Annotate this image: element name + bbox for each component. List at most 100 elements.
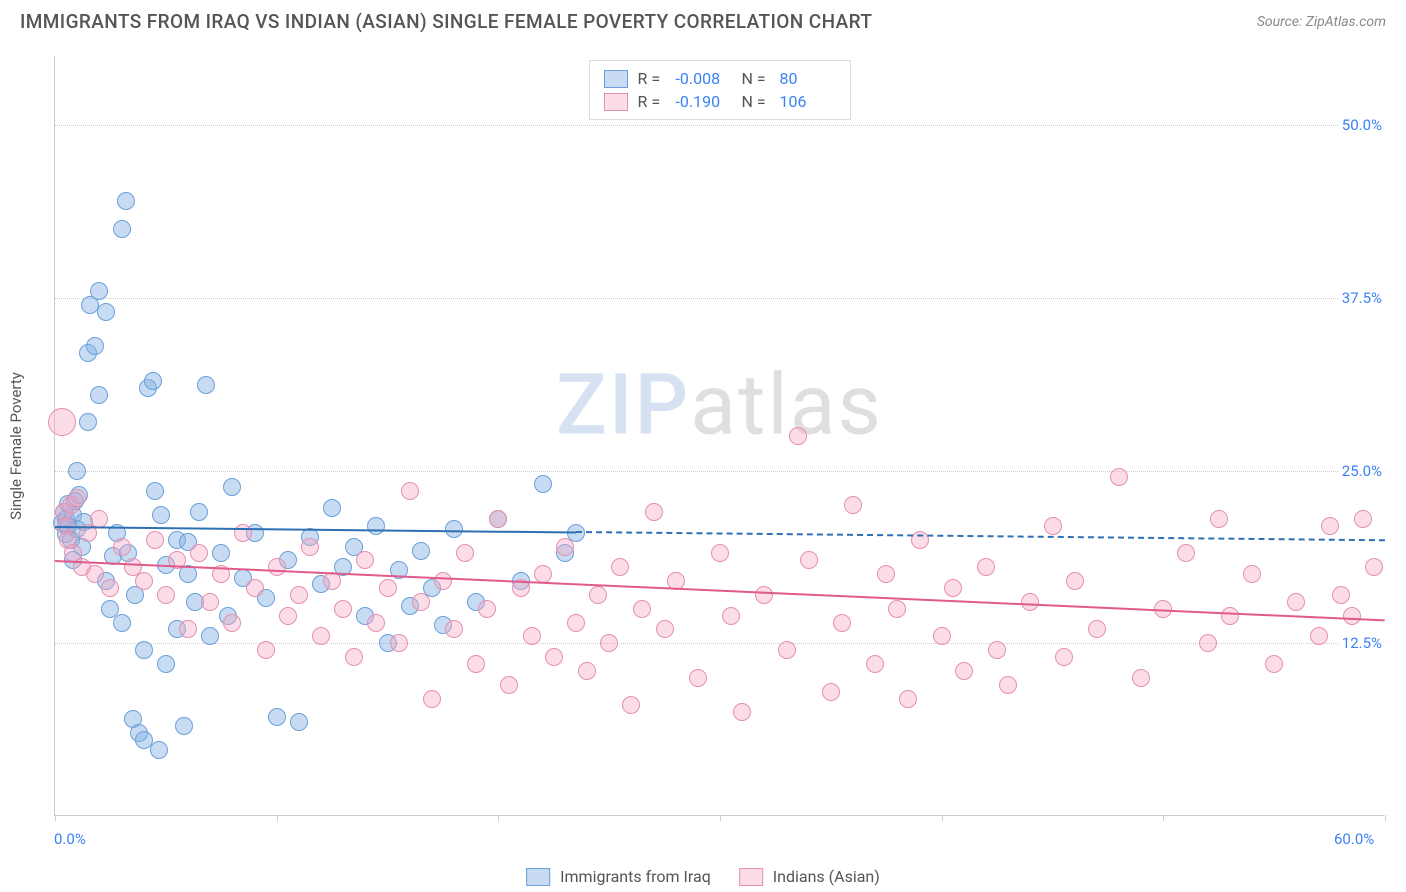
data-point-indian xyxy=(523,627,541,645)
data-point-indian xyxy=(445,620,463,638)
data-point-indian xyxy=(999,676,1017,694)
gridline xyxy=(55,471,1384,472)
data-point-indian xyxy=(390,634,408,652)
y-tick-label: 50.0% xyxy=(1338,116,1386,134)
data-point-indian xyxy=(101,579,119,597)
stats-row-indian: R = -0.190 N = 106 xyxy=(604,90,836,113)
data-point-indian xyxy=(434,572,452,590)
data-point-indian xyxy=(146,531,164,549)
data-point-iraq xyxy=(150,741,168,759)
data-point-indian xyxy=(1221,607,1239,625)
trend-line-extrapolated xyxy=(576,531,1385,541)
x-tick xyxy=(55,815,56,821)
data-point-indian xyxy=(833,614,851,632)
stat-n-value-indian: 106 xyxy=(780,92,836,111)
x-axis-max-label: 60.0% xyxy=(1334,830,1374,848)
data-point-indian xyxy=(1132,669,1150,687)
data-point-indian xyxy=(467,655,485,673)
data-point-indian xyxy=(179,620,197,638)
watermark-part2: atlas xyxy=(690,356,883,455)
data-point-indian xyxy=(567,614,585,632)
scatter-chart: ZIPatlas R = -0.008 N = 80 R = -0.190 N … xyxy=(54,56,1384,816)
data-point-indian xyxy=(234,524,252,542)
source-name: ZipAtlas.com xyxy=(1306,14,1386,30)
data-point-indian xyxy=(1199,634,1217,652)
chart-source: Source: ZipAtlas.com xyxy=(1257,14,1386,30)
data-point-indian xyxy=(1310,627,1328,645)
data-point-indian xyxy=(722,607,740,625)
data-point-indian xyxy=(257,641,275,659)
data-point-indian xyxy=(423,690,441,708)
data-point-iraq xyxy=(117,192,135,210)
y-tick-label: 37.5% xyxy=(1338,289,1386,307)
data-point-iraq xyxy=(445,520,463,538)
stat-r-value-iraq: -0.008 xyxy=(676,69,732,88)
data-point-indian xyxy=(1265,655,1283,673)
data-point-indian xyxy=(888,600,906,618)
data-point-indian xyxy=(545,648,563,666)
legend-swatch-indian xyxy=(739,868,763,886)
data-point-indian xyxy=(556,538,574,556)
y-axis-label: Single Female Poverty xyxy=(7,372,25,520)
data-point-indian xyxy=(1210,510,1228,528)
data-point-indian xyxy=(367,614,385,632)
data-point-indian xyxy=(611,558,629,576)
data-point-indian xyxy=(157,586,175,604)
data-point-indian xyxy=(379,579,397,597)
chart-legend: Immigrants from Iraq Indians (Asian) xyxy=(526,867,880,886)
data-point-indian xyxy=(733,703,751,721)
data-point-indian xyxy=(500,676,518,694)
data-point-indian xyxy=(822,683,840,701)
data-point-indian xyxy=(279,607,297,625)
data-point-indian xyxy=(988,641,1006,659)
data-point-indian xyxy=(456,544,474,562)
data-point-iraq xyxy=(157,655,175,673)
x-tick xyxy=(1163,815,1164,821)
data-point-indian xyxy=(135,572,153,590)
data-point-indian xyxy=(401,482,419,500)
data-point-indian xyxy=(755,586,773,604)
data-point-indian xyxy=(1343,607,1361,625)
source-prefix: Source: xyxy=(1257,14,1306,30)
data-point-iraq xyxy=(212,544,230,562)
legend-swatch-iraq xyxy=(526,868,550,886)
data-point-iraq xyxy=(90,386,108,404)
data-point-indian xyxy=(1177,544,1195,562)
data-point-indian xyxy=(223,614,241,632)
data-point-iraq xyxy=(197,376,215,394)
x-tick xyxy=(942,815,943,821)
data-point-indian xyxy=(478,600,496,618)
data-point-iraq xyxy=(412,542,430,560)
data-point-iraq xyxy=(86,337,104,355)
data-point-indian xyxy=(866,655,884,673)
legend-label-indian: Indians (Asian) xyxy=(773,867,880,886)
gridline xyxy=(55,125,1384,126)
y-tick-label: 25.0% xyxy=(1338,462,1386,480)
data-point-iraq xyxy=(152,506,170,524)
data-point-indian xyxy=(622,696,640,714)
data-point-indian xyxy=(323,572,341,590)
data-point-indian xyxy=(800,551,818,569)
data-point-indian xyxy=(1021,593,1039,611)
data-point-indian xyxy=(1243,565,1261,583)
data-point-indian xyxy=(1365,558,1383,576)
data-point-iraq xyxy=(90,282,108,300)
data-point-indian xyxy=(345,648,363,666)
stats-row-iraq: R = -0.008 N = 80 xyxy=(604,67,836,90)
data-point-indian xyxy=(656,620,674,638)
data-point-indian xyxy=(711,544,729,562)
data-point-indian xyxy=(1354,510,1372,528)
data-point-indian xyxy=(1066,572,1084,590)
data-point-iraq xyxy=(323,499,341,517)
swatch-indian xyxy=(604,93,628,111)
data-point-indian xyxy=(1044,517,1062,535)
legend-item-indian: Indians (Asian) xyxy=(739,867,880,886)
data-point-indian xyxy=(412,593,430,611)
data-point-indian xyxy=(86,565,104,583)
data-point-indian xyxy=(1332,586,1350,604)
correlation-stats-box: R = -0.008 N = 80 R = -0.190 N = 106 xyxy=(589,60,851,120)
data-point-iraq xyxy=(113,614,131,632)
data-point-indian xyxy=(48,408,76,436)
data-point-iraq xyxy=(68,462,86,480)
data-point-indian xyxy=(290,586,308,604)
